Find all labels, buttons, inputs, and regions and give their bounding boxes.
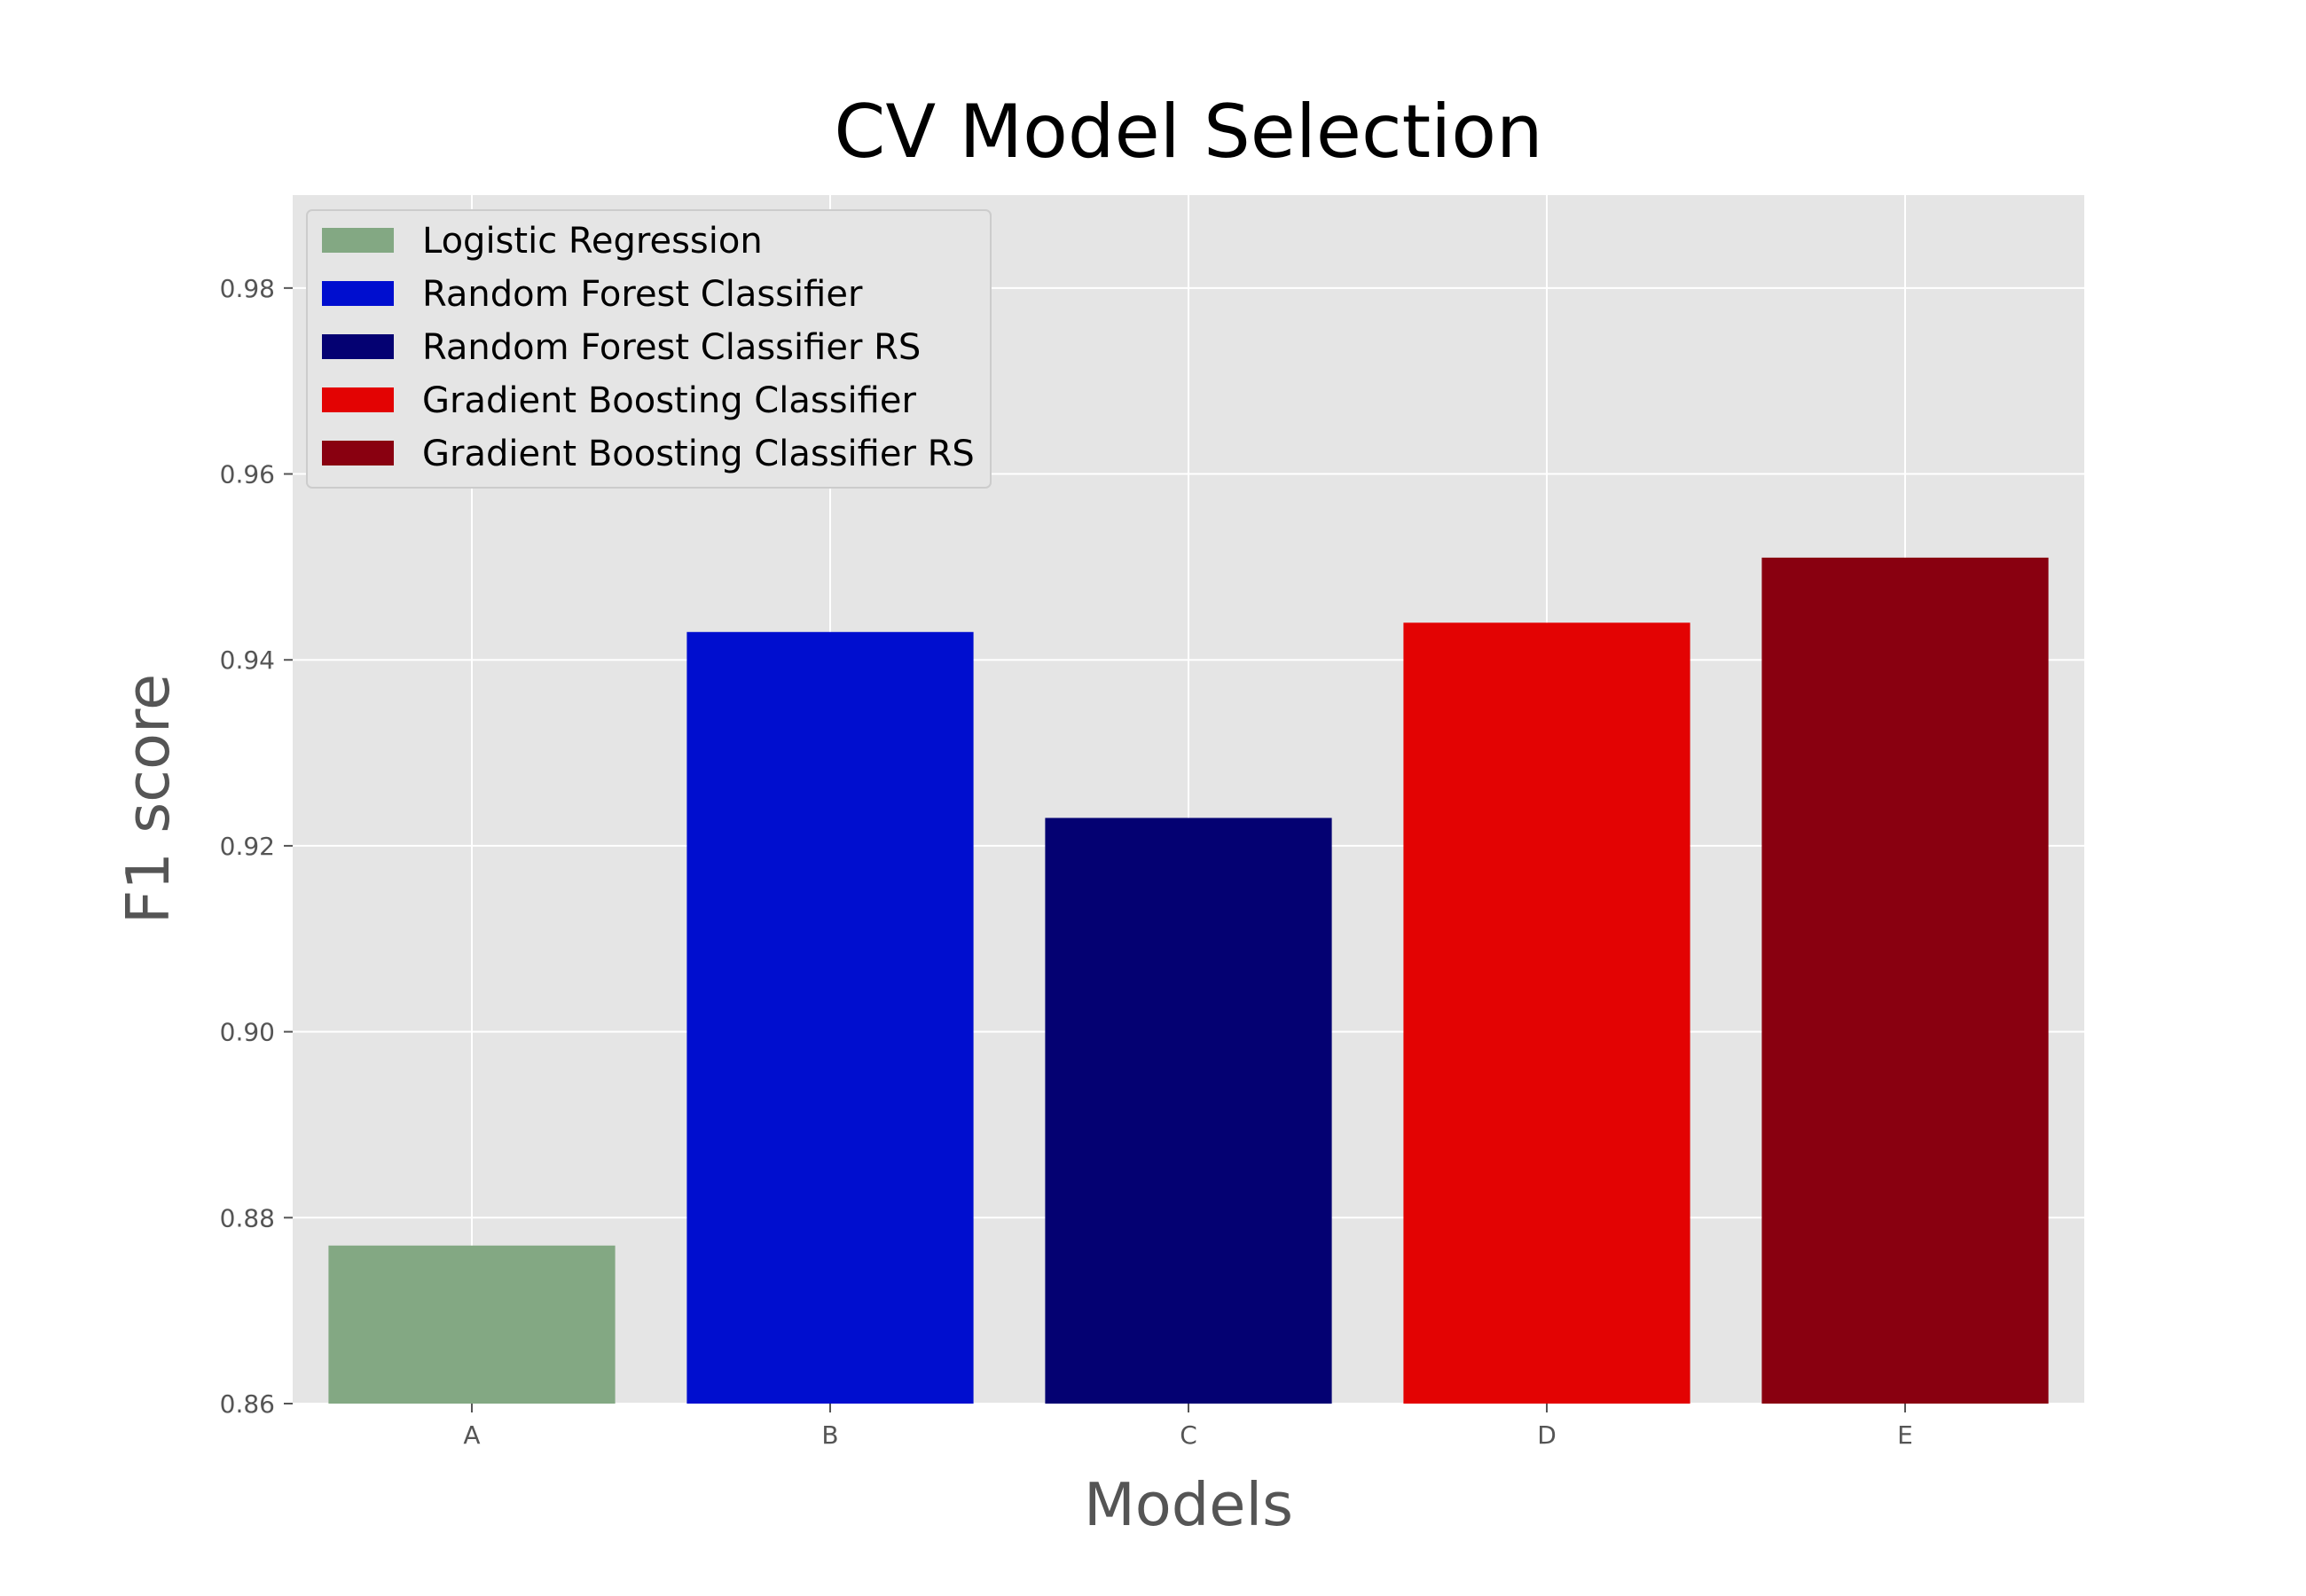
x-tick-label: A: [463, 1420, 480, 1450]
x-tick-label: E: [1897, 1420, 1913, 1450]
legend: Logistic Regression Random Forest Classif…: [306, 209, 992, 489]
legend-swatch: [322, 387, 394, 412]
legend-label: Gradient Boosting Classifier: [422, 380, 916, 421]
bars: [328, 557, 2049, 1404]
y-axis-ticks: 0.86 0.88 0.90 0.92 0.94 0.96 0.98: [220, 274, 293, 1419]
legend-label: Random Forest Classifier RS: [422, 327, 921, 368]
y-tick-label: 0.94: [220, 645, 275, 675]
x-axis-label: Models: [1084, 1470, 1293, 1539]
y-axis-label: F1 score: [114, 674, 183, 925]
x-axis-ticks: A B C D E: [463, 1404, 1913, 1450]
y-tick-label: 0.96: [220, 460, 275, 489]
chart-title: CV Model Selection: [834, 89, 1542, 175]
legend-label: Random Forest Classifier: [422, 274, 863, 315]
bar-e: [1761, 557, 2049, 1404]
legend-label: Gradient Boosting Classifier RS: [422, 434, 975, 474]
legend-swatch: [322, 441, 394, 466]
y-tick-label: 0.86: [220, 1389, 275, 1419]
legend-swatch: [322, 228, 394, 253]
x-tick-label: D: [1537, 1420, 1557, 1450]
x-tick-label: C: [1180, 1420, 1197, 1450]
y-tick-label: 0.88: [220, 1203, 275, 1232]
legend-items: Logistic Regression Random Forest Classif…: [322, 221, 975, 474]
bar-d: [1403, 622, 1690, 1404]
y-tick-label: 0.90: [220, 1018, 275, 1047]
legend-label: Logistic Regression: [422, 221, 763, 262]
y-tick-label: 0.92: [220, 832, 275, 861]
legend-swatch: [322, 334, 394, 359]
legend-frame: [306, 209, 992, 489]
bar-a: [328, 1245, 616, 1404]
legend-swatch: [322, 281, 394, 306]
y-tick-label: 0.98: [220, 274, 275, 303]
bar-b: [686, 631, 974, 1404]
x-tick-label: B: [821, 1420, 838, 1450]
bar-c: [1045, 818, 1332, 1404]
